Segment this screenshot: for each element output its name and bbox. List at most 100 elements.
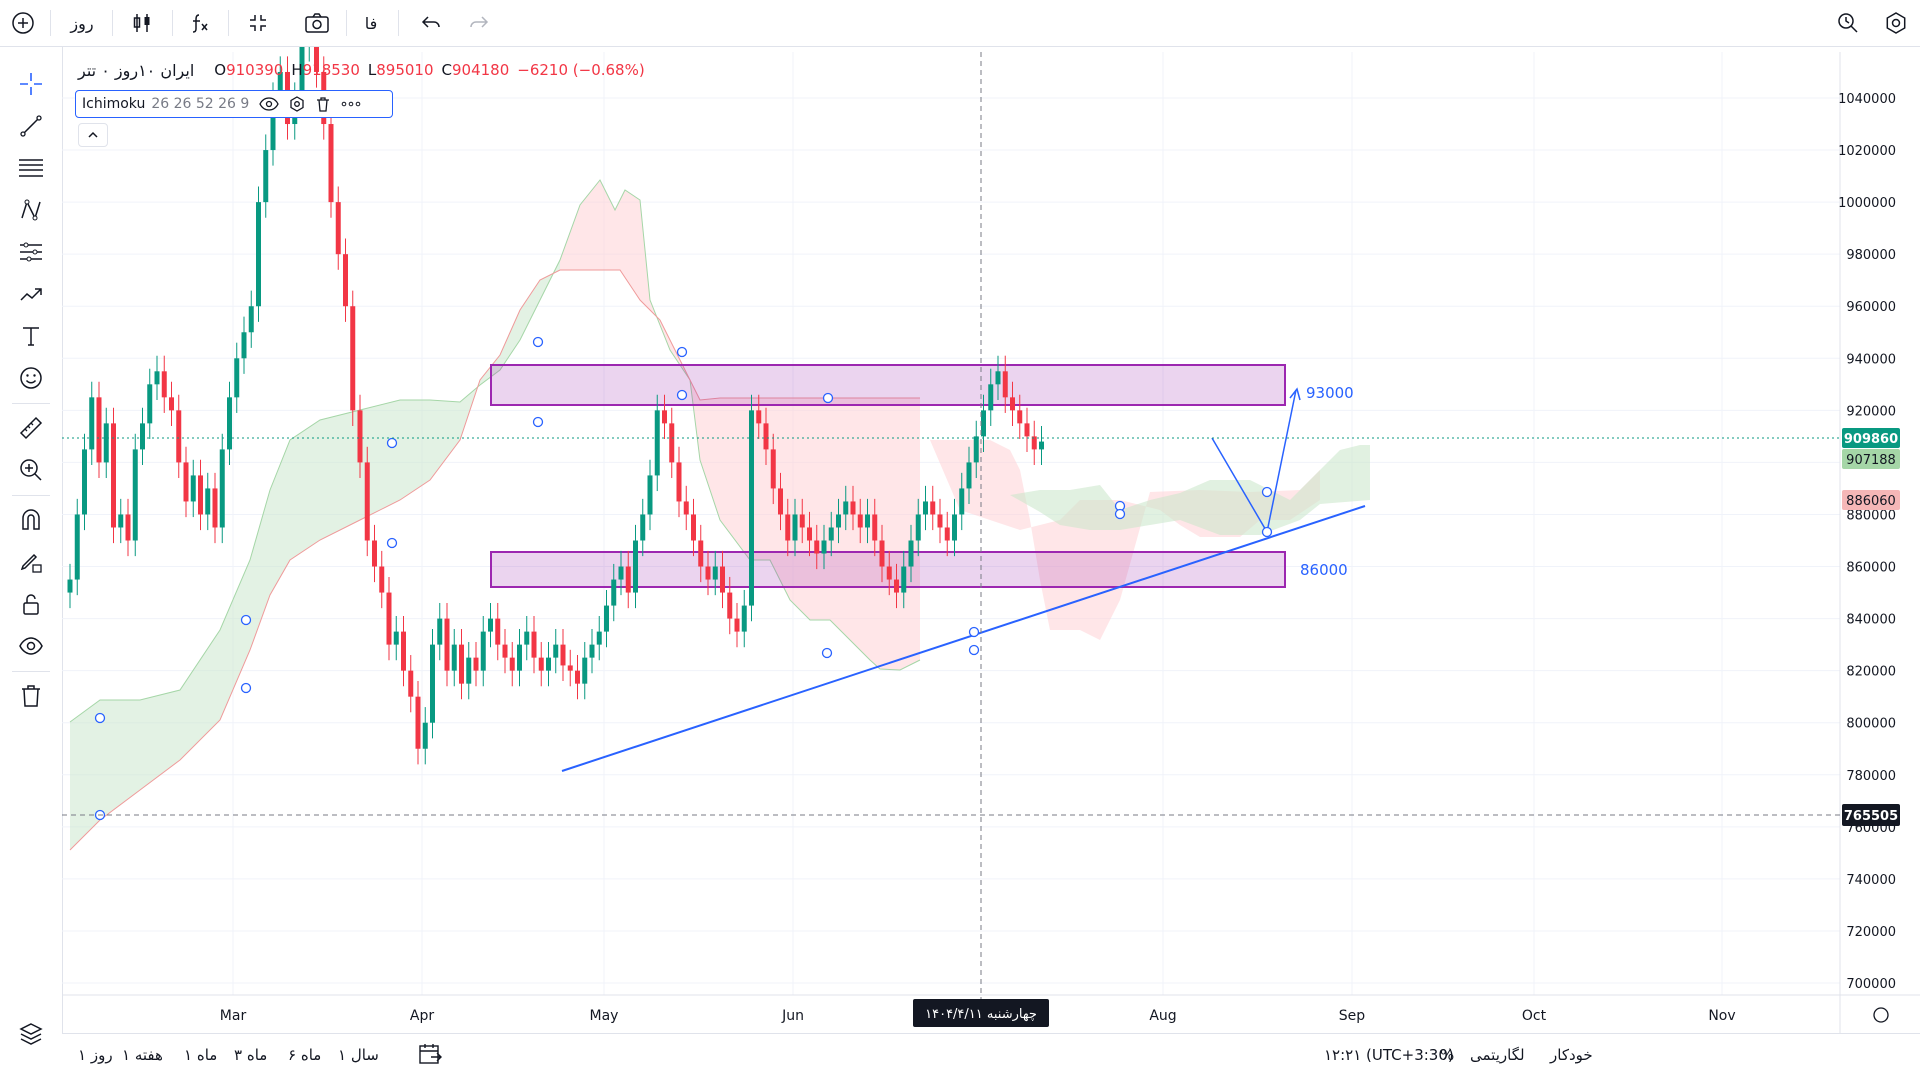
measure-tool[interactable] xyxy=(13,411,49,445)
candle-body xyxy=(596,631,602,645)
snapshot-button[interactable] xyxy=(300,8,334,38)
candle-body xyxy=(451,644,457,671)
language-button[interactable]: فا xyxy=(356,8,386,38)
emoji-tool[interactable] xyxy=(13,361,49,395)
undo-button[interactable] xyxy=(416,8,446,38)
collapse-legend-button[interactable] xyxy=(78,123,108,147)
quick-search-button[interactable] xyxy=(1832,8,1864,38)
fib-tool[interactable] xyxy=(13,151,49,185)
candle-body xyxy=(727,592,733,619)
price-tick-label: 1020000 xyxy=(1838,144,1896,159)
close-value: 904180 xyxy=(452,61,510,79)
indicator-visibility-button[interactable] xyxy=(259,97,280,111)
candle-body xyxy=(205,488,211,515)
crosshair-icon xyxy=(20,73,42,95)
pattern-icon xyxy=(21,199,41,221)
redo-button[interactable] xyxy=(464,8,494,38)
zoom-tool[interactable] xyxy=(13,453,49,487)
stay-drawing-tool[interactable] xyxy=(13,545,49,579)
senkou-span-a xyxy=(69,179,921,723)
crosshair-tool[interactable] xyxy=(13,67,49,101)
candle-body xyxy=(915,514,921,541)
price-chart[interactable]: 93000 86000 1040000 1020000 1000000 980000 9… xyxy=(62,47,1920,1033)
percent-toggle[interactable]: % xyxy=(1440,1046,1455,1064)
top-toolbar: روز فا xyxy=(0,0,1920,47)
candle-body xyxy=(89,397,95,450)
current-price-badge xyxy=(1842,428,1900,448)
crosshair-date-value: چهارشنبه ۱۴۰۴/۴/۱۱ xyxy=(925,1007,1037,1022)
candle-body xyxy=(386,592,392,645)
candle-body xyxy=(807,527,812,541)
chart-type-button[interactable] xyxy=(126,8,158,38)
symbol-name[interactable]: ایران ۱۰روز ۰ تتر xyxy=(78,60,195,80)
label-93000[interactable]: 93000 xyxy=(1306,384,1354,402)
goto-date-button[interactable] xyxy=(417,1042,443,1070)
indicator-settings-button[interactable] xyxy=(289,96,305,112)
candle-body xyxy=(611,579,617,606)
candle-body xyxy=(756,410,762,424)
log-toggle[interactable]: لگاریتمی xyxy=(1470,1046,1525,1064)
add-symbol-button[interactable] xyxy=(8,8,38,38)
chart-area[interactable]: 93000 86000 1040000 1020000 1000000 980000 9… xyxy=(62,47,1920,1080)
candle-body xyxy=(350,306,356,411)
pattern-tool[interactable] xyxy=(13,193,49,227)
range-1m[interactable]: ماه ۱ xyxy=(184,1046,218,1064)
resistance-zone[interactable] xyxy=(490,364,1286,406)
support-trendline[interactable] xyxy=(561,505,1366,772)
candle-body xyxy=(836,514,841,528)
brush-tool[interactable] xyxy=(13,277,49,311)
indicators-button[interactable] xyxy=(184,8,216,38)
candle-body xyxy=(96,397,102,463)
ruler-icon xyxy=(19,416,43,440)
fullscreen-button[interactable] xyxy=(242,8,274,38)
auto-toggle[interactable]: خودکار xyxy=(1550,1046,1593,1064)
indicator-more-button[interactable] xyxy=(341,101,361,107)
price-tick-label: 1000000 xyxy=(1838,196,1896,211)
month-label: May xyxy=(590,1008,619,1024)
candle-body xyxy=(343,254,348,307)
handle-dot xyxy=(1114,508,1126,520)
lock-drawings-tool[interactable] xyxy=(13,587,49,621)
eye-icon xyxy=(19,637,43,655)
collapse-icon xyxy=(250,15,266,31)
axis-settings-icon[interactable] xyxy=(1873,1007,1889,1023)
candle-body xyxy=(509,657,515,671)
function-icon xyxy=(192,14,208,33)
time-axis[interactable]: Mar Apr May Jun Aug Sep Oct Nov xyxy=(220,1008,1736,1024)
text-tool[interactable] xyxy=(13,319,49,353)
candle-body xyxy=(299,47,305,98)
label-86000[interactable]: 86000 xyxy=(1300,561,1348,579)
high-label: H xyxy=(291,61,303,79)
range-1w[interactable]: هفته ۱ xyxy=(122,1046,163,1064)
calendar-goto-icon xyxy=(419,1044,442,1064)
settings-button[interactable] xyxy=(1880,8,1912,38)
timezone-button[interactable]: ۱۲:۲۱ (UTC+3:30) xyxy=(1324,1046,1454,1064)
candle-body xyxy=(263,150,269,203)
price-axis[interactable]: 1040000 1020000 1000000 980000 960000 940000 9… xyxy=(1838,92,1896,992)
remove-drawings-tool[interactable] xyxy=(13,679,49,713)
candle-body xyxy=(517,644,522,671)
range-3m[interactable]: ماه ۳ xyxy=(234,1046,268,1064)
indicator-legend[interactable]: Ichimoku 26 26 52 26 9 xyxy=(75,90,393,118)
range-6m[interactable]: ماه ۶ xyxy=(288,1046,322,1064)
candle-body xyxy=(720,566,725,593)
candle-body xyxy=(799,514,805,528)
indicator-params: 26 26 52 26 9 xyxy=(151,96,250,112)
candle-body xyxy=(132,449,138,541)
month-label: Jun xyxy=(781,1008,804,1024)
range-1y[interactable]: سال ۱ xyxy=(338,1046,379,1064)
ichimoku-cloud xyxy=(69,179,1370,851)
hide-drawings-tool[interactable] xyxy=(13,629,49,663)
open-label: O xyxy=(214,61,227,79)
candle-body xyxy=(937,514,943,528)
trendline-tool[interactable] xyxy=(13,109,49,143)
price-tick-label: 940000 xyxy=(1846,352,1896,367)
handle-dot xyxy=(240,614,252,626)
magnet-tool[interactable] xyxy=(13,503,49,537)
object-tree-button[interactable] xyxy=(13,1017,49,1051)
range-1d[interactable]: روز ۱ xyxy=(78,1046,113,1064)
interval-button[interactable]: روز xyxy=(62,8,102,38)
candle-body xyxy=(930,501,936,515)
indicator-remove-button[interactable] xyxy=(315,96,331,112)
prediction-tool[interactable] xyxy=(13,235,49,269)
